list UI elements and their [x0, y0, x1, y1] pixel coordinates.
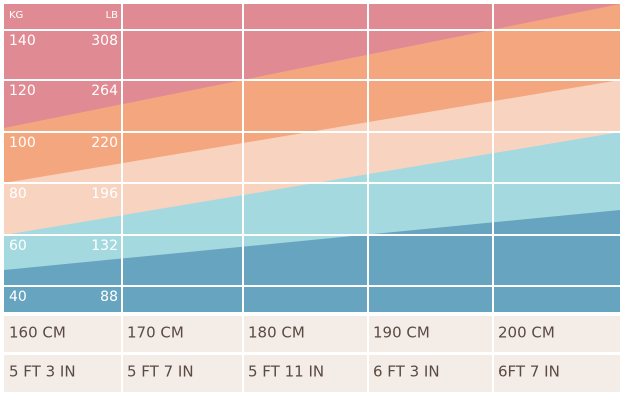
lb-label: 220: [91, 135, 118, 151]
ft-label: 5 FT 3 IN: [9, 363, 76, 381]
lb-label: 88: [100, 289, 118, 305]
lb-label: 132: [91, 238, 118, 254]
ft-label: 6FT 7 IN: [498, 363, 560, 381]
table-bg: [4, 355, 620, 392]
kg-label: 60: [9, 238, 27, 254]
ft-label: 5 FT 11 IN: [248, 363, 324, 381]
lb-label: 308: [91, 33, 118, 49]
ft-label: 6 FT 3 IN: [373, 363, 440, 381]
kg-label: 140: [9, 33, 36, 49]
cm-label: 160 CM: [9, 324, 66, 342]
kg-label: 100: [9, 135, 36, 151]
lb-header: LB: [106, 10, 119, 21]
kg-label: 120: [9, 83, 36, 99]
kg-header: KG: [9, 10, 23, 21]
ft-label: 5 FT 7 IN: [127, 363, 194, 381]
cm-label: 180 CM: [248, 324, 305, 342]
lb-label: 264: [91, 83, 118, 99]
cm-label: 200 CM: [498, 324, 555, 342]
lb-label: 196: [91, 186, 118, 202]
grid: [4, 4, 620, 312]
kg-label: 40: [9, 289, 27, 305]
cm-label: 170 CM: [127, 324, 184, 342]
table-bg: [4, 316, 620, 352]
kg-label: 80: [9, 186, 27, 202]
cm-label: 190 CM: [373, 324, 430, 342]
